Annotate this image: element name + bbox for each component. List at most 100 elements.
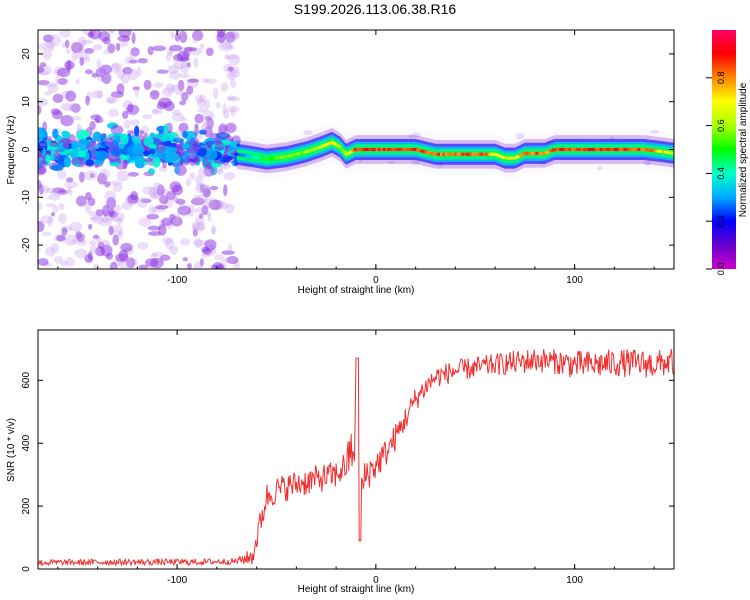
spectrogram-cell (110, 62, 120, 73)
spectrogram-cell (50, 164, 64, 172)
spectrogram-cell (227, 30, 241, 41)
spectrogram-cell (57, 77, 68, 85)
spectrogram-x-label: Height of straight line (km) (298, 285, 415, 296)
spectrogram-cell (201, 204, 209, 216)
spectrogram-cell (194, 113, 204, 124)
spectrogram-cell (109, 207, 115, 217)
spectrogram-cell (104, 181, 111, 188)
spectrogram-cell (159, 195, 169, 205)
spectrogram-cell (193, 57, 199, 68)
spectrogram-cell (108, 225, 114, 236)
spectrogram-cell (146, 213, 159, 220)
spectrogram-cell (192, 228, 198, 237)
spectrogram-cell (170, 31, 175, 39)
spectrogram-cell (38, 185, 50, 194)
signal-band-cell (671, 151, 674, 155)
spectrogram-cell (50, 212, 56, 217)
colorbar: 0.0 0.2 0.4 0.6 0.8 Normalized spectral ampl… (706, 30, 749, 275)
colorbar-gradient (712, 30, 736, 269)
spectrogram-cell (123, 119, 132, 130)
spectrogram-cell (217, 168, 224, 176)
spectrogram-cell (201, 122, 214, 132)
spectrogram-cell (136, 241, 149, 250)
spectrogram-cell (142, 186, 155, 195)
spectrogram-cell (156, 69, 169, 74)
spectrogram-cell (179, 31, 188, 43)
spectrogram-cell (67, 185, 73, 196)
spectrogram-cell (116, 170, 130, 182)
spectrogram-cell (169, 44, 183, 52)
spectrogram-cell (44, 247, 56, 257)
spectrogram-cell (134, 125, 140, 137)
spectrogram-cell (113, 204, 122, 212)
spectrogram-cell (129, 50, 137, 60)
spectrogram-cell (169, 181, 182, 193)
spectrogram-cell (142, 150, 151, 156)
spectrogram-cell (64, 180, 79, 189)
spectrogram-cell (206, 149, 218, 161)
spectrogram-cell (227, 105, 240, 113)
spectrogram-cell (116, 83, 125, 95)
spectrogram-cell (43, 91, 52, 96)
spectrogram-cell (222, 103, 227, 115)
spectrogram-cell (60, 260, 68, 267)
colorbar-tick-label: 0.0 (716, 263, 726, 276)
spectrogram-cell (127, 171, 139, 177)
spectrogram-cell (183, 49, 191, 59)
spectrogram-cell (159, 254, 171, 261)
spectrogram-cell (211, 226, 216, 236)
spectrogram-cell (54, 191, 63, 197)
spectrogram-cell (126, 130, 135, 135)
spectrogram-cell (71, 50, 78, 62)
spectrogram-cell (89, 173, 95, 178)
spectrogram-cell (152, 45, 167, 52)
spectrogram-cell (202, 188, 211, 198)
spectrogram-cell (216, 201, 229, 210)
spectrogram-cell (96, 66, 110, 78)
spectrogram-cell (229, 69, 241, 78)
spectrogram-cell (101, 72, 107, 78)
spectrogram-cell (155, 205, 169, 210)
spectrogram-cell (105, 252, 114, 260)
spectrogram-cell (58, 213, 67, 224)
spectrogram-cell (38, 65, 45, 74)
spectrogram-cell (218, 40, 233, 52)
spectrogram-cell (90, 90, 103, 99)
spectrogram-cell (195, 94, 204, 104)
spectrogram-cell (132, 143, 145, 156)
spectrogram-cell (109, 30, 116, 34)
spectrogram-cell (131, 32, 136, 44)
spectrogram-cell (643, 160, 652, 166)
spectrogram-cell (204, 239, 217, 251)
spectrogram-cell (40, 215, 54, 224)
spectrogram-cell (94, 114, 103, 121)
spectrogram-cell (71, 140, 79, 151)
spectrogram-cell (411, 132, 421, 138)
spectrogram-cell (127, 103, 134, 113)
spectrogram-cell (208, 199, 222, 211)
spectrogram-x-tick-label: 100 (566, 275, 583, 286)
spectrogram-cell (141, 114, 153, 120)
spectrogram-cell (205, 47, 214, 57)
spectrogram-cell (85, 69, 93, 75)
spectrogram-cell (88, 240, 97, 246)
spectrogram-cell (163, 146, 177, 153)
spectrogram-y-label: Frequency (Hz) (6, 116, 17, 185)
spectrogram-cell (174, 166, 181, 174)
spectrogram-cell (148, 168, 155, 175)
spectrogram-cell (178, 122, 189, 133)
spectrogram-cell (96, 236, 102, 245)
spectrogram-cell (163, 123, 169, 136)
spectrogram-cell (172, 109, 181, 116)
spectrogram-cell (220, 157, 231, 163)
spectrogram-cell (120, 133, 129, 145)
snr-y-label: SNR (10 * v/v) (6, 418, 17, 482)
colorbar-ticks: 0.0 0.2 0.4 0.6 0.8 (706, 72, 726, 276)
spectrogram-x-tick-label: -100 (167, 275, 187, 286)
spectrogram-cell (198, 213, 204, 219)
spectrogram-cell (85, 159, 94, 167)
spectrogram-x-tick-label: 0 (373, 275, 379, 286)
spectrogram-cell (152, 156, 161, 168)
spectrogram-cell (80, 39, 93, 45)
spectrogram-cell (164, 151, 179, 164)
